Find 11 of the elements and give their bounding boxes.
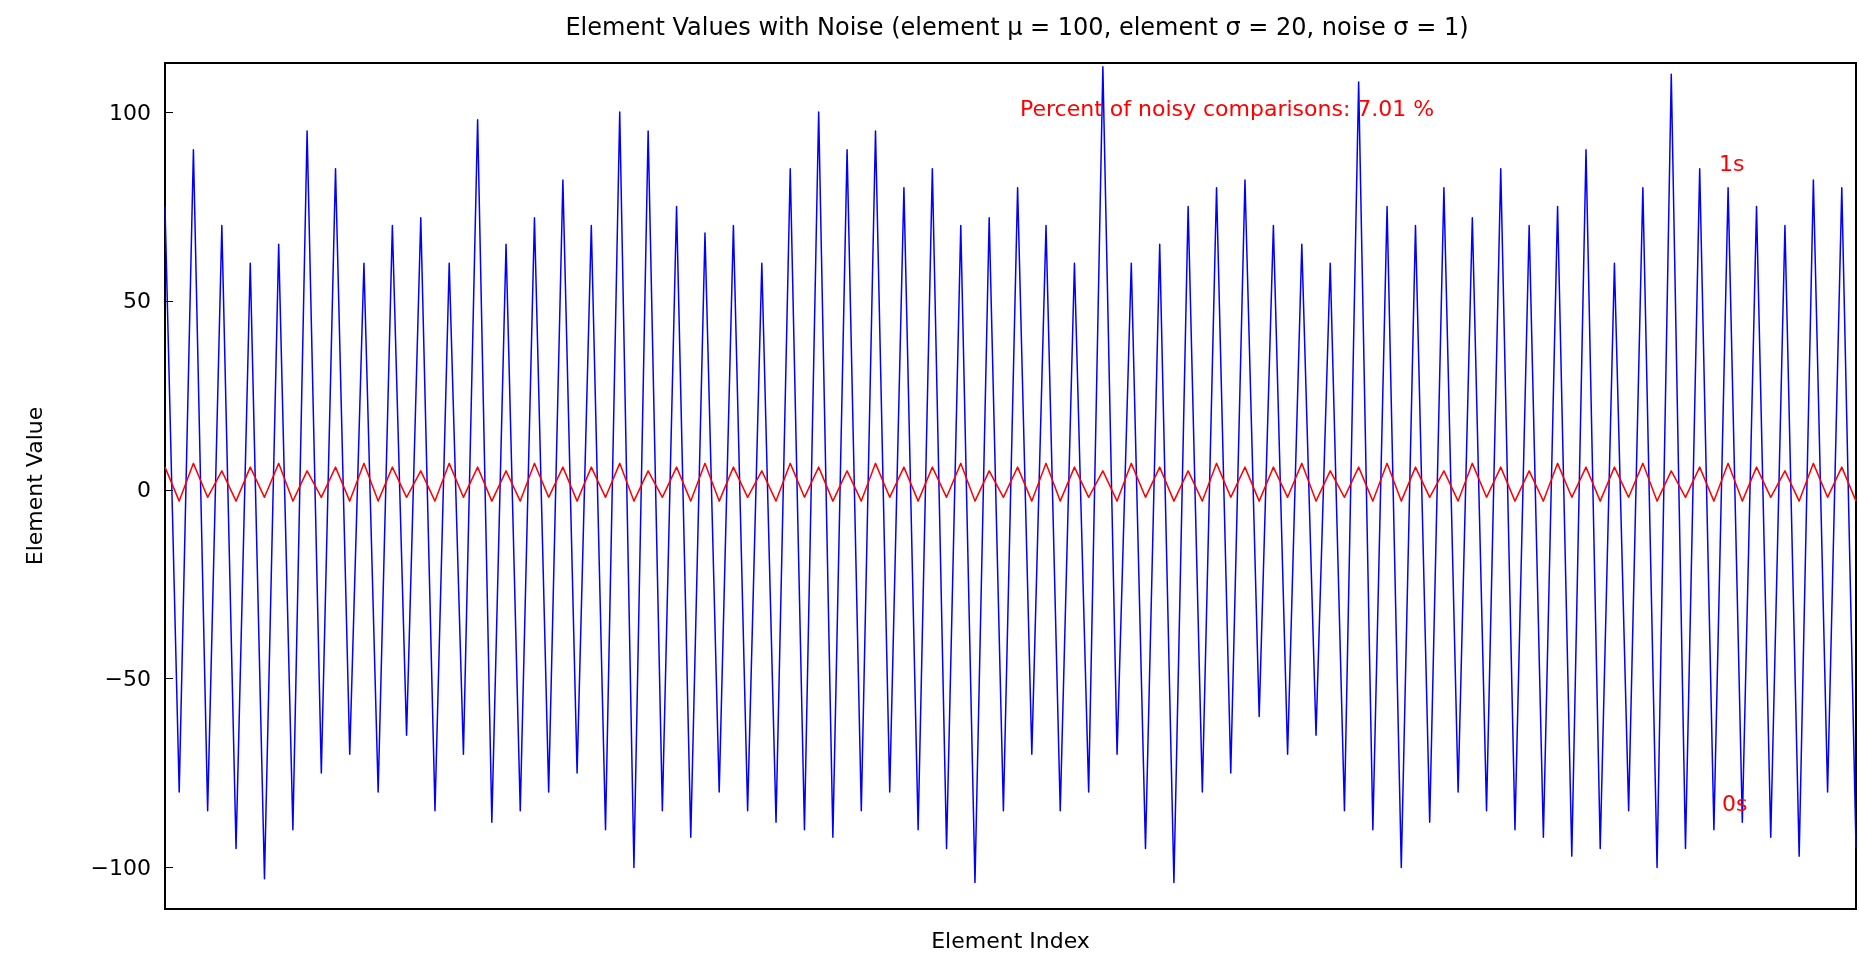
chart-title: Element Values with Noise (element μ = 100, element σ = 20, noise σ = 1) [565, 13, 1469, 41]
annotation: 1s [1719, 150, 1745, 176]
x-axis-title: Element Index [931, 927, 1090, 953]
y-tick-label: 50 [123, 288, 151, 314]
line-series [164, 66, 1857, 884]
y-tick-label: −100 [90, 854, 151, 880]
line-series [164, 462, 1857, 502]
y-axis-title: Element Value [21, 406, 47, 566]
y-tick-label: −50 [104, 666, 151, 692]
y-tick-label: 0 [137, 477, 151, 503]
y-tick-label: 100 [109, 99, 151, 125]
